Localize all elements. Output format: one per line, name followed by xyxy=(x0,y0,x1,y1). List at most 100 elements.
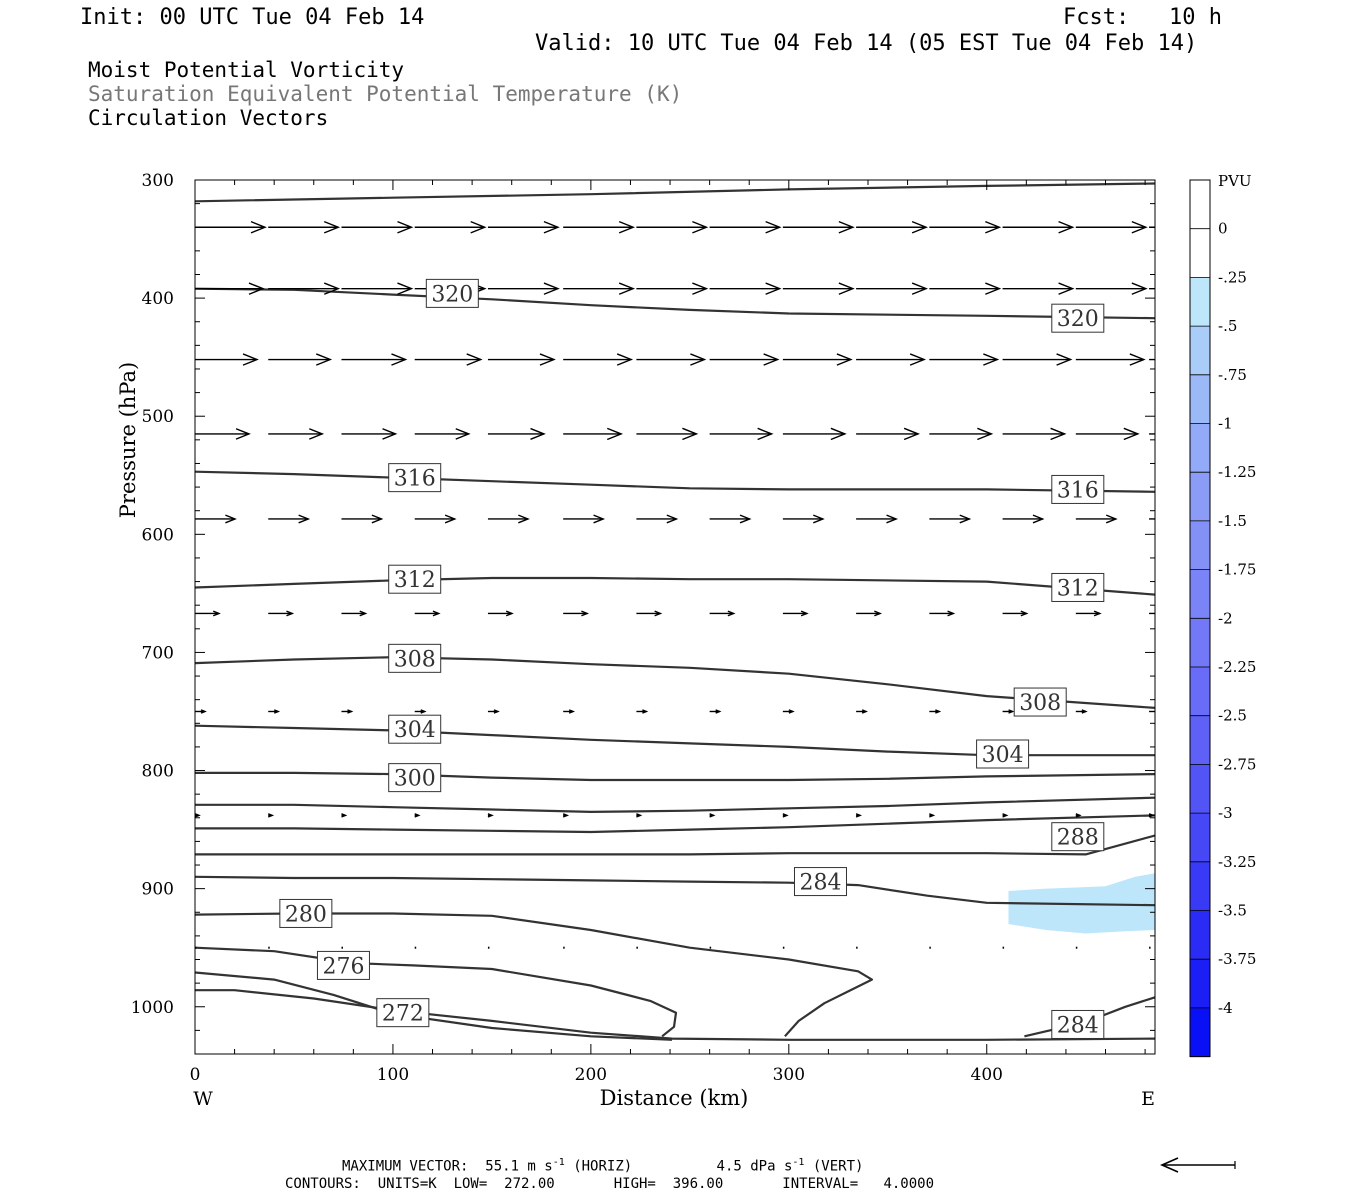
contour-label-box xyxy=(1051,303,1105,333)
forecast-hour: Fcst: 10 h xyxy=(1063,5,1222,30)
vector-0-6 xyxy=(636,220,709,234)
vector-5-3 xyxy=(414,610,441,617)
colorbar-swatch-1 xyxy=(1190,228,1210,278)
vector-6-4 xyxy=(487,709,500,714)
vector-6-6 xyxy=(636,709,649,714)
contour-label-308-6: 308 xyxy=(388,643,442,673)
vector-head xyxy=(983,353,1000,366)
vector-1-5 xyxy=(563,282,636,295)
contour-label-text: 284 xyxy=(1057,1013,1099,1038)
contour-label-text: 308 xyxy=(394,647,436,672)
vector-0-3 xyxy=(414,220,487,234)
vector-head xyxy=(959,514,972,524)
vector-3-6 xyxy=(636,427,699,441)
y-tick-label-800: 800 xyxy=(142,762,174,782)
reference-vector-head xyxy=(1160,1157,1179,1173)
vector-head xyxy=(606,427,624,441)
vector-6-10 xyxy=(929,709,942,714)
contour-label-304-9: 304 xyxy=(976,739,1030,769)
vector-head xyxy=(985,220,1002,234)
vector-head xyxy=(911,282,928,295)
contour-312-3 xyxy=(195,576,1155,596)
vector-head xyxy=(195,813,201,818)
contour-284-10 xyxy=(195,875,1155,907)
vector-head xyxy=(1167,611,1173,616)
vector-head xyxy=(568,709,576,714)
valid-time: Valid: 10 UTC Tue 04 Feb 14 (05 EST Tue … xyxy=(535,31,1198,56)
vector-1-2 xyxy=(341,282,414,295)
vector-4-9 xyxy=(856,514,898,524)
colorbar-swatch-5 xyxy=(1190,423,1210,473)
east-label: E xyxy=(1141,1088,1155,1110)
colorbar-unit: PVU xyxy=(1218,172,1252,190)
contour-label-316-3: 316 xyxy=(1051,474,1105,504)
vector-head xyxy=(836,353,853,366)
contour-label-text: 304 xyxy=(982,743,1024,768)
vector-2-9 xyxy=(856,353,926,366)
contour-label-box xyxy=(388,714,442,744)
vector-6-7 xyxy=(709,709,722,714)
contour-label-box xyxy=(1051,474,1105,504)
vector-head xyxy=(250,220,267,234)
contour-label-text: 308 xyxy=(1019,691,1061,716)
contour-label-box xyxy=(388,763,442,793)
vector-2-8 xyxy=(782,353,853,366)
colorbar-label-9: -2.25 xyxy=(1218,658,1256,676)
x-tick-label-300: 300 xyxy=(773,1065,805,1085)
vector-4-10 xyxy=(929,514,972,524)
max-vector-note: MAXIMUM VECTOR: 55.1 m s-1 (HORIZ) 4.5 d… xyxy=(342,1157,864,1175)
vector-head xyxy=(1105,514,1118,524)
vector-5-0 xyxy=(195,610,221,617)
contour-label-288-11: 288 xyxy=(1051,822,1105,852)
contour-label-text: 316 xyxy=(1057,478,1099,503)
contour-label-box xyxy=(316,950,370,980)
colorbar-swatch-14 xyxy=(1190,861,1210,911)
vector-head xyxy=(212,610,221,617)
vector-head xyxy=(911,220,928,234)
vector-1-12 xyxy=(1075,282,1148,295)
colorbar-swatch-11 xyxy=(1190,715,1210,765)
vector-head xyxy=(1123,427,1140,441)
vector-0-7 xyxy=(709,220,782,234)
vector-3-12 xyxy=(1075,427,1140,441)
colorbar-label-2: -.5 xyxy=(1218,317,1237,335)
vector-head xyxy=(909,353,926,366)
vector-0-11 xyxy=(1002,220,1075,234)
vector-2-11 xyxy=(1002,353,1073,366)
colorbar-label-3: -.75 xyxy=(1218,366,1247,384)
y-tick-label-600: 600 xyxy=(142,525,174,545)
vector-head xyxy=(539,353,556,366)
vector-head xyxy=(1148,813,1155,818)
vector-6-1 xyxy=(268,709,281,714)
title-theta-es: Saturation Equivalent Potential Temperat… xyxy=(88,82,683,106)
vector-head xyxy=(286,610,295,617)
vector-7-11 xyxy=(1002,813,1009,818)
vector-2-0 xyxy=(195,353,259,366)
vector-head xyxy=(200,709,207,714)
vector-head xyxy=(692,282,709,295)
contour-label-box xyxy=(1051,822,1105,852)
vector-0-2 xyxy=(341,220,414,234)
vector-head xyxy=(616,353,634,366)
vector-0-4 xyxy=(487,220,560,234)
vector-1-6 xyxy=(636,282,709,295)
contour-label-box xyxy=(1051,1009,1105,1039)
vector-head xyxy=(813,514,825,524)
vector-6-8 xyxy=(782,709,795,714)
vector-2-12 xyxy=(1075,353,1146,366)
vector-head xyxy=(505,610,514,617)
vector-head xyxy=(757,427,774,441)
colorbar-swatch-9 xyxy=(1190,618,1210,668)
vector-0-1 xyxy=(268,220,341,234)
colorbar-label-12: -3 xyxy=(1218,804,1233,822)
contour-label-320-1: 320 xyxy=(1051,303,1105,333)
contour-label-308-7: 308 xyxy=(1013,687,1067,717)
vector-head xyxy=(886,514,898,524)
vector-4-12 xyxy=(1075,514,1118,524)
y-tick-label-700: 700 xyxy=(142,643,174,663)
contour-label-text: 312 xyxy=(394,568,436,593)
colorbar-swatch-12 xyxy=(1190,764,1210,814)
contour-304-5 xyxy=(195,724,1155,757)
vector-head xyxy=(518,514,530,524)
